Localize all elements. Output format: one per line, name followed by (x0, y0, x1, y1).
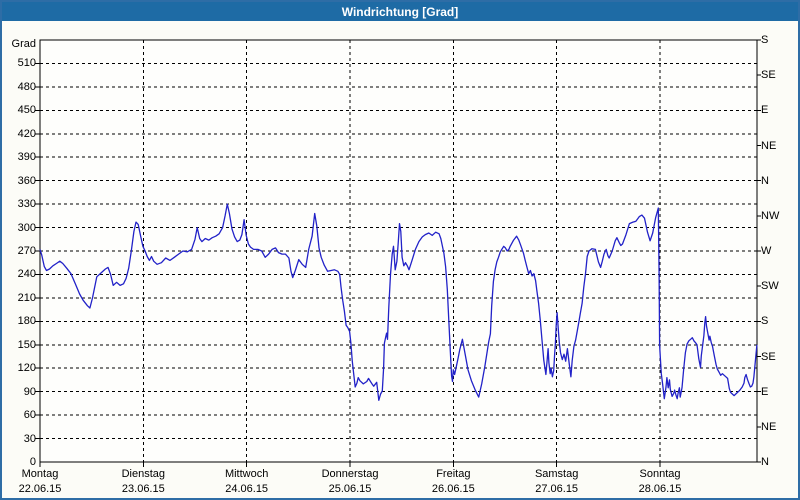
y-axis-tick-label: 240 (17, 268, 36, 281)
day-label-block: Dienstag 23.06.15 (88, 467, 198, 497)
y-axis-tick-label: 510 (17, 57, 36, 70)
compass-label: SE (761, 350, 776, 363)
y-axis-tick-label: 300 (17, 221, 36, 234)
y-axis-title: Grad (11, 38, 36, 50)
day-date-label: 27.06.15 (535, 483, 579, 495)
y-axis-tick-label: 30 (23, 432, 36, 445)
day-date-label: 22.06.15 (18, 483, 62, 495)
y-axis-tick-label: 420 (17, 127, 36, 140)
plot-area (40, 40, 757, 462)
compass-label: NW (761, 209, 780, 222)
day-date-label: 25.06.15 (328, 483, 372, 495)
day-date-label: 28.06.15 (638, 483, 682, 495)
y-axis-tick-label: 270 (17, 245, 36, 257)
day-label-block: Montag 22.06.15 (0, 467, 95, 497)
compass-label: E (761, 385, 769, 398)
y-axis-tick-label: 450 (17, 104, 36, 117)
day-name-label: Montag (21, 468, 59, 480)
window-title: Windrichtung [Grad] (341, 4, 459, 19)
y-axis-tick-label: 0 (29, 456, 36, 468)
day-label-block: Mittwoch 24.06.15 (192, 467, 302, 497)
day-date-label: 26.06.15 (431, 483, 475, 495)
y-axis-tick-label: 390 (17, 151, 36, 164)
y-axis-tick-label: 120 (17, 362, 36, 375)
day-name-label: Sonntag (639, 468, 681, 480)
day-name-label: Samstag (534, 468, 579, 480)
day-label-block: Freitag 26.06.15 (398, 467, 508, 497)
y-axis-tick-label: 480 (17, 80, 36, 93)
compass-label: N (761, 174, 769, 187)
day-name-label: Freitag (436, 468, 471, 480)
day-name-label: Donnerstag (321, 468, 379, 480)
y-axis-tick-label: 360 (17, 174, 36, 187)
day-name-label: Mittwoch (224, 468, 269, 480)
day-label-block: Sonntag 28.06.15 (605, 467, 715, 497)
wind-direction-line (39, 203, 758, 401)
compass-label: NE (761, 139, 777, 152)
day-date-label: 24.06.15 (225, 483, 269, 495)
compass-label: SE (761, 69, 776, 82)
day-label-block: Samstag 27.06.15 (502, 467, 612, 497)
compass-label: S (761, 315, 769, 328)
compass-label: S (761, 34, 769, 46)
compass-label: N (761, 456, 769, 468)
y-axis-tick-label: 180 (17, 315, 36, 328)
y-axis-tick-label: 210 (17, 291, 36, 304)
compass-label: E (761, 104, 769, 117)
compass-label: NE (761, 420, 777, 433)
y-axis-tick-label: 90 (23, 385, 36, 398)
y-axis-tick-label: 60 (23, 409, 36, 422)
y-axis-tick-label: 330 (17, 198, 36, 211)
title-bar: Windrichtung [Grad] (2, 2, 798, 21)
y-axis-tick-label: 150 (17, 338, 36, 351)
day-name-label: Dienstag (121, 468, 166, 480)
compass-label: W (761, 245, 772, 257)
compass-label: SW (761, 280, 779, 293)
day-date-label: 23.06.15 (121, 483, 165, 495)
day-label-block: Donnerstag 25.06.15 (295, 467, 405, 497)
